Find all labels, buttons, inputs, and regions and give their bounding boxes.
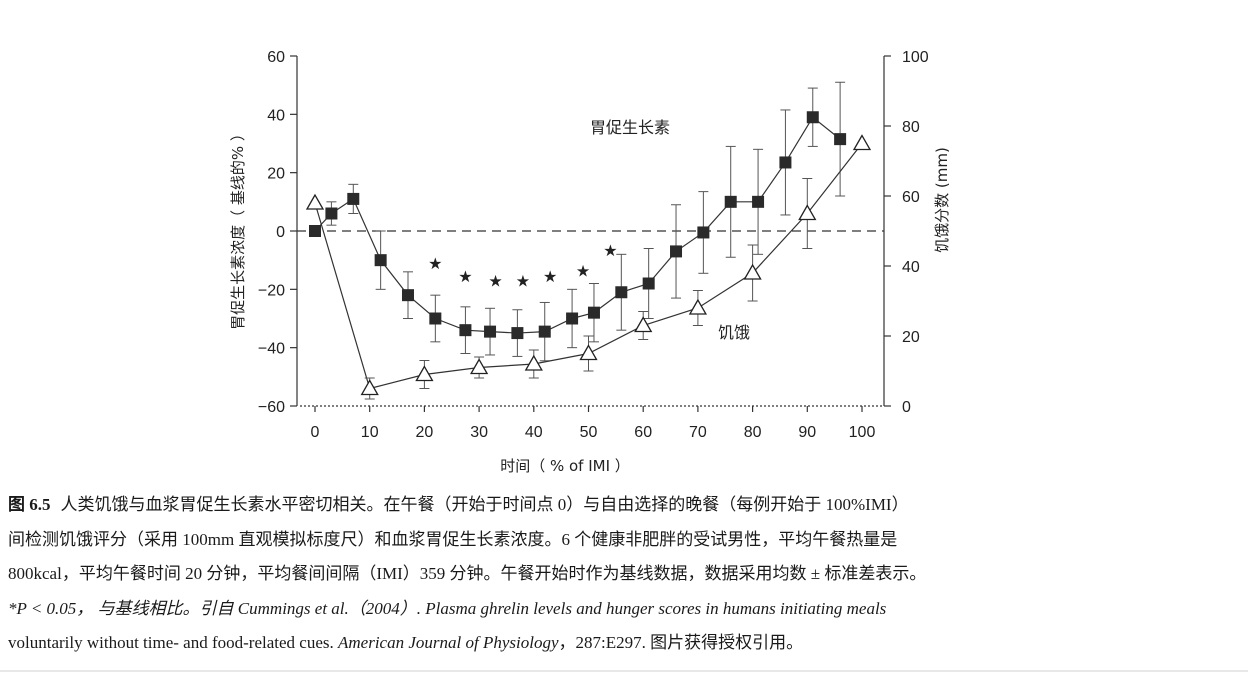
hunger-point	[469, 358, 489, 375]
ghrelin-point	[429, 312, 442, 325]
caption-text-4: *P < 0.05， 与基线相比。引自 Cummings et al.（2004…	[8, 598, 887, 618]
ghrelin-series-label: 胃促生长素	[590, 118, 670, 137]
ghrelin-point	[697, 226, 710, 239]
caption-text-5b: ，287:E297. 图片获得授权引用。	[558, 633, 804, 652]
significance-star: ★	[458, 267, 472, 286]
ghrelin-point	[806, 111, 819, 124]
x-tick-label: 50	[580, 424, 598, 441]
x-axis-title: 时间（ % of IMI ）	[500, 457, 630, 475]
ghrelin-point	[401, 289, 414, 302]
bottom-divider	[0, 670, 1248, 672]
y-right-axis-title: 饥饿分数 (mm)	[933, 147, 951, 253]
ghrelin-point	[459, 324, 472, 337]
y-left-axis-title: 胃促生长素浓度（ 基线的% ）	[229, 126, 247, 330]
x-tick-label: 0	[311, 424, 320, 441]
y-left-tick-label: 60	[267, 49, 285, 66]
hunger-point	[360, 379, 379, 396]
ghrelin-point	[724, 195, 737, 208]
significance-stars: ★ ★ ★ ★ ★ ★ ★	[428, 241, 617, 291]
hunger-point	[524, 354, 543, 371]
y-right-tick-label: 20	[902, 329, 920, 346]
significance-star: ★	[428, 254, 442, 273]
ghrelin-point	[670, 245, 683, 258]
hunger-point	[579, 344, 598, 361]
ghrelin-point	[779, 156, 792, 169]
caption-line-1: 图 6.5 人类饥饿与血浆胃促生长素水平密切相关。在午餐（开始于时间点 0）与自由…	[8, 488, 1240, 523]
figure-caption: 图 6.5 人类饥饿与血浆胃促生长素水平密切相关。在午餐（开始于时间点 0）与自由…	[8, 488, 1240, 661]
ghrelin-point	[587, 306, 600, 319]
x-tick-label: 60	[634, 424, 652, 441]
significance-star: ★	[576, 261, 590, 280]
hunger-point	[634, 316, 653, 333]
hunger-series-label: 饥饿	[718, 323, 750, 342]
caption-text-5a: voluntarily without time- and food-relat…	[8, 633, 338, 652]
ghrelin-point	[325, 207, 338, 220]
ghrelin-point	[834, 133, 847, 146]
x-tick-label: 40	[525, 424, 543, 441]
x-tick-label: 100	[849, 424, 876, 441]
chart: 60 40 20 0 −20 −40 −60 100 80 60 40 20 0 0 10 20 30 40 50 6…	[229, 49, 951, 475]
caption-line-4: *P < 0.05， 与基线相比。引自 Cummings et al.（2004…	[8, 592, 1240, 627]
axes: 60 40 20 0 −20 −40 −60 100 80 60 40 20 0 0 10 20 30 40 50 6…	[258, 49, 929, 441]
y-left-tick-label: 40	[267, 107, 285, 124]
journal-name: American Journal of Physiology	[338, 633, 559, 652]
significance-star: ★	[603, 241, 617, 260]
hunger-point	[305, 193, 325, 210]
ghrelin-series	[309, 81, 847, 362]
y-right-tick-label: 60	[902, 189, 920, 206]
ghrelin-point	[374, 254, 387, 267]
y-left-tick-label: −60	[258, 399, 285, 416]
caption-line-2: 间检测饥饿评分（采用 100mm 直观模拟标度尺）和血浆胃促生长素浓度。6 个健…	[8, 529, 898, 549]
ghrelin-point	[511, 327, 524, 340]
y-left-tick-label: −40	[258, 341, 285, 358]
x-tick-label: 90	[798, 424, 816, 441]
ghrelin-point	[484, 325, 497, 338]
hunger-point	[798, 204, 817, 221]
hunger-point	[688, 298, 708, 315]
y-left-tick-label: 20	[267, 166, 285, 183]
x-tick-label: 30	[470, 424, 488, 441]
significance-star: ★	[488, 272, 502, 291]
x-tick-label: 70	[689, 424, 707, 441]
ghrelin-point	[615, 286, 628, 299]
y-right-tick-label: 100	[902, 49, 929, 66]
x-tick-label: 80	[744, 424, 762, 441]
ghrelin-point	[538, 325, 551, 338]
hunger-series	[305, 134, 872, 400]
ghrelin-point	[347, 192, 360, 205]
y-left-tick-label: 0	[276, 224, 285, 241]
figure-number: 图 6.5	[8, 495, 51, 514]
x-tick-label: 10	[361, 424, 379, 441]
y-right-tick-label: 80	[902, 119, 920, 136]
significance-star: ★	[516, 272, 530, 291]
y-right-tick-label: 0	[902, 399, 911, 416]
ghrelin-point	[752, 195, 765, 208]
ghrelin-point	[309, 225, 321, 237]
ghrelin-point	[566, 312, 579, 325]
x-tick-label: 20	[416, 424, 434, 441]
y-left-tick-label: −20	[258, 282, 285, 299]
hunger-point	[743, 263, 762, 280]
hunger-point	[415, 365, 434, 382]
ghrelin-point	[642, 277, 655, 290]
caption-line-5: voluntarily without time- and food-relat…	[8, 626, 1240, 661]
caption-line-3: 800kcal，平均午餐时间 20 分钟，平均餐间间隔（IMI）359 分钟。午…	[8, 564, 927, 583]
significance-star: ★	[543, 267, 557, 286]
y-right-tick-label: 40	[902, 259, 920, 276]
hunger-point	[852, 134, 872, 151]
caption-text-1: 人类饥饿与血浆胃促生长素水平密切相关。在午餐（开始于时间点 0）与自由选择的晚餐…	[60, 495, 909, 514]
